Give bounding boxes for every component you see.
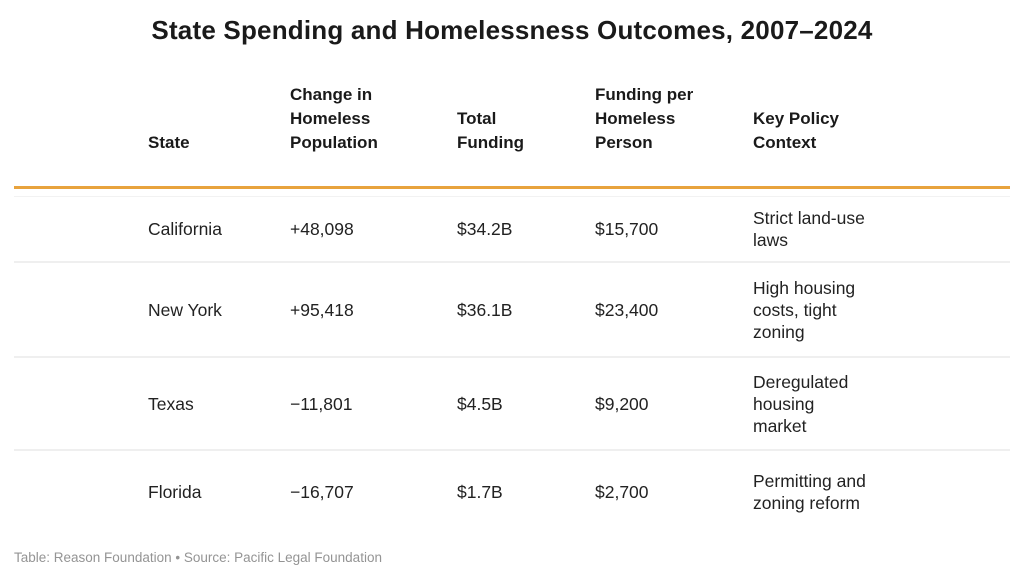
cell-change: −16,707	[290, 482, 354, 502]
cell-funding-per-person: $9,200	[595, 393, 649, 414]
cell-total-funding: $36.1B	[457, 299, 513, 320]
table-row-texas: Texas −11,801 $4.5B $9,200 Deregulated h…	[14, 356, 1010, 449]
source-credit: Table: Reason Foundation • Source: Pacif…	[14, 550, 382, 565]
row-spacer	[14, 394, 148, 414]
header-accent-rule	[14, 186, 1010, 189]
data-table: State Change in Homeless Population Tota…	[14, 83, 1010, 533]
table-row-new-york: New York +95,418 $36.1B $23,400 High hou…	[14, 261, 1010, 356]
header-key-policy-context: Key Policy Context	[753, 109, 839, 152]
cell-policy-context: Permitting and zoning reform	[753, 471, 866, 513]
cell-total-funding: $1.7B	[457, 482, 503, 502]
cell-change: +95,418	[290, 299, 354, 320]
row-spacer	[14, 300, 148, 320]
header-change-in-homeless-population: Change in Homeless Population	[290, 85, 378, 152]
cell-state: Texas	[148, 393, 194, 414]
cell-total-funding: $34.2B	[457, 219, 513, 239]
cell-policy-context: High housing costs, tight zoning	[753, 277, 856, 342]
header-funding-per-homeless-person: Funding per Homeless Person	[595, 85, 694, 152]
cell-policy-context: Strict land-use laws	[753, 208, 865, 250]
table-header-row: State Change in Homeless Population Tota…	[14, 83, 1010, 186]
cell-change: −11,801	[290, 393, 353, 414]
cell-funding-per-person: $15,700	[595, 219, 659, 239]
header-total-funding: Total Funding	[457, 109, 525, 152]
cell-state: Florida	[148, 482, 202, 502]
cell-total-funding: $4.5B	[457, 393, 503, 414]
cell-change: +48,098	[290, 219, 354, 239]
header-subline	[14, 196, 1010, 197]
cell-policy-context: Deregulated housing market	[753, 371, 849, 436]
row-spacer	[14, 219, 148, 239]
header-state: State	[148, 133, 190, 152]
row-spacer	[14, 482, 148, 502]
table-row-california: California +48,098 $34.2B $15,700 Strict…	[14, 197, 1010, 261]
cell-funding-per-person: $23,400	[595, 299, 659, 320]
cell-state: California	[148, 219, 222, 239]
cell-state: New York	[148, 299, 222, 320]
chart-title: State Spending and Homelessness Outcomes…	[151, 15, 873, 45]
cell-funding-per-person: $2,700	[595, 482, 649, 502]
table-row-florida: Florida −16,707 $1.7B $2,700 Permitting …	[14, 449, 1010, 533]
